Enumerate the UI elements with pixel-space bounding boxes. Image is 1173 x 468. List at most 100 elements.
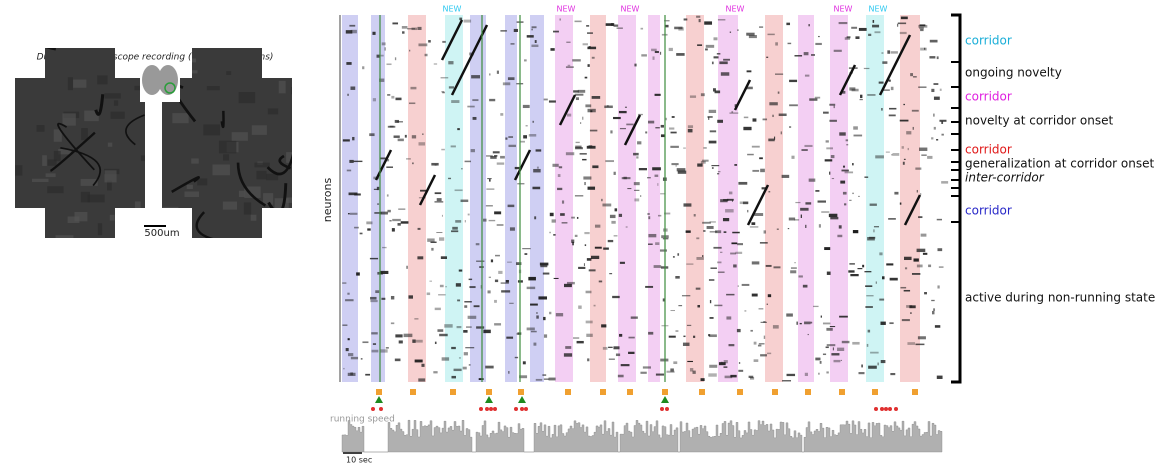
activity: [705, 48, 708, 51]
activity: [648, 233, 657, 238]
activity: [381, 297, 386, 300]
activity: [736, 328, 741, 333]
activity: [461, 168, 463, 170]
activity: [872, 24, 880, 28]
activity: [906, 131, 912, 135]
activity: [919, 26, 924, 30]
speckle: [67, 77, 73, 91]
activity: [508, 136, 514, 138]
activity: [585, 320, 593, 324]
activity: [890, 372, 896, 376]
condition-band: [555, 15, 573, 382]
activity: [868, 33, 872, 36]
activity: [717, 173, 720, 175]
activity: [392, 22, 399, 25]
condition-band: [590, 15, 606, 382]
activity: [830, 216, 839, 220]
activity: [807, 333, 809, 336]
activity: [350, 86, 356, 90]
hemisphere: [158, 65, 178, 95]
speckle: [244, 186, 261, 198]
activity: [507, 204, 515, 208]
activity: [713, 37, 718, 41]
activity: [725, 209, 734, 213]
lick-marker: [665, 407, 669, 411]
lick-marker: [884, 407, 888, 411]
activity: [526, 35, 534, 38]
activity: [567, 113, 572, 117]
activity: [386, 63, 392, 66]
activity: [794, 55, 803, 57]
activity: [487, 290, 491, 294]
activity: [916, 189, 918, 193]
activity: [851, 26, 858, 29]
activity: [640, 27, 644, 30]
activity: [941, 133, 944, 136]
activity: [549, 311, 552, 315]
activity: [888, 218, 896, 220]
activity: [538, 296, 548, 300]
activity: [418, 142, 426, 146]
activity: [496, 224, 504, 226]
activity: [866, 343, 869, 347]
activity: [451, 230, 459, 233]
activity: [824, 159, 833, 162]
activity: [463, 330, 468, 333]
activity: [654, 93, 661, 96]
activity: [746, 32, 755, 36]
activity: [619, 261, 625, 264]
activity: [730, 252, 737, 255]
activity: [839, 132, 846, 136]
activity: [592, 165, 599, 169]
speckle: [84, 110, 99, 122]
activity: [574, 93, 584, 96]
activity: [510, 43, 515, 45]
lick-marker: [514, 407, 518, 411]
lick-marker: [371, 407, 375, 411]
activity: [894, 191, 899, 195]
activity: [714, 90, 721, 94]
activity: [765, 264, 772, 267]
activity: [522, 104, 530, 109]
activity: [594, 246, 602, 249]
activity: [804, 372, 808, 377]
activity: [549, 231, 551, 234]
activity: [788, 217, 796, 221]
reward-marker: [661, 396, 669, 403]
activity: [708, 279, 715, 281]
activity: [910, 73, 914, 77]
activity: [376, 186, 380, 191]
activity: [731, 199, 733, 202]
activity: [709, 231, 718, 233]
speckle: [67, 216, 80, 224]
activity: [441, 357, 450, 361]
group-label: corridor: [965, 204, 1012, 218]
activity: [505, 137, 508, 140]
reward-marker: [375, 396, 383, 403]
activity: [723, 58, 730, 61]
activity: [645, 285, 654, 288]
lick-marker: [493, 407, 497, 411]
sequence: [418, 174, 437, 206]
activity: [933, 308, 936, 311]
activity: [489, 73, 491, 76]
vessel: [171, 176, 200, 194]
activity: [882, 61, 888, 64]
activity: [849, 263, 855, 265]
activity: [728, 344, 735, 347]
activity: [414, 318, 419, 320]
activity: [763, 335, 766, 339]
activity: [675, 164, 677, 167]
activity: [462, 366, 467, 370]
activity: [849, 87, 856, 91]
activity: [825, 140, 829, 143]
activity: [718, 362, 726, 366]
activity: [494, 155, 498, 157]
activity: [804, 144, 813, 147]
activity: [775, 73, 784, 75]
condition-band: [866, 15, 884, 382]
activity: [426, 292, 431, 296]
activity: [869, 203, 877, 206]
activity: [886, 263, 894, 266]
activity: [354, 193, 361, 196]
